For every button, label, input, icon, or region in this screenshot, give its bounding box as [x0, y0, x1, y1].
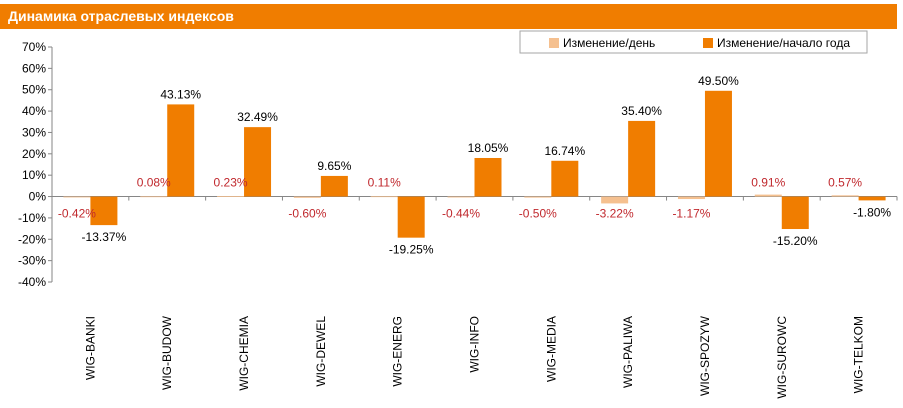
bar-year	[781, 196, 809, 230]
category-label: WIG-DEWEL	[314, 316, 328, 387]
bar-day	[831, 195, 859, 197]
legend-box	[519, 30, 868, 54]
bar-day	[63, 196, 91, 198]
bars	[63, 90, 886, 238]
day-value-label: -1.17%	[672, 207, 710, 221]
year-value-label: 35.40%	[621, 104, 662, 118]
y-tick-label: -10%	[18, 211, 46, 225]
bar-year	[397, 196, 425, 238]
day-value-label: -0.50%	[519, 207, 557, 221]
year-value-label: -1.80%	[853, 205, 891, 219]
category-label: WIG-ENERG	[391, 316, 405, 387]
legend-swatch-year	[703, 38, 713, 48]
bar-day	[677, 196, 705, 200]
year-value-label: 49.50%	[698, 74, 739, 88]
bar-year	[551, 160, 579, 197]
bar-day	[370, 196, 398, 198]
bar-day	[293, 196, 321, 198]
y-tick-label: -40%	[18, 275, 46, 289]
bar-year	[320, 175, 348, 197]
y-tick-label: 10%	[22, 168, 46, 182]
day-value-label: 0.23%	[214, 176, 248, 190]
day-value-label: 0.57%	[828, 176, 862, 190]
year-value-label: -19.25%	[389, 243, 434, 257]
legend-label-year: Изменение/начало года	[717, 36, 850, 50]
day-value-label: 0.11%	[368, 176, 401, 190]
bar-day	[217, 196, 245, 197]
day-value-label: -0.44%	[442, 207, 480, 221]
year-value-label: -13.37%	[82, 230, 127, 244]
data-labels: -13.37% -0.42% 43.13% 0.08% 32.49% 0.23% 9.65%…	[58, 74, 892, 257]
day-value-label: 0.08%	[137, 176, 171, 190]
year-value-label: 9.65%	[317, 159, 351, 173]
day-value-label: -3.22%	[596, 207, 634, 221]
category-labels: WIG-BANKI WIG-BUDOW WIG-CHEMIA WIG-DEWEL WIG…	[83, 315, 865, 398]
y-tick-label: -30%	[18, 254, 46, 268]
category-label: WIG-CHEMIA	[237, 316, 251, 391]
bar-day	[754, 194, 782, 197]
bar-year	[244, 127, 272, 197]
year-value-label: 18.05%	[468, 141, 509, 155]
bar-year	[167, 104, 195, 197]
bar-year	[90, 196, 118, 226]
bar-day	[447, 196, 475, 198]
category-label: WIG-BUDOW	[160, 315, 174, 390]
category-label: WIG-PALIWA	[621, 316, 635, 388]
y-tick-label: 60%	[22, 61, 46, 75]
category-label: WIG-SPOZYW	[698, 315, 712, 396]
bar-day	[140, 196, 168, 198]
category-label: WIG-INFO	[468, 316, 482, 373]
legend: Изменение/день Изменение/начало года	[519, 30, 868, 54]
year-value-label: 43.13%	[160, 87, 201, 101]
day-value-label: 0.91%	[751, 176, 785, 190]
chart-title: Динамика отраслевых индексов	[8, 8, 234, 24]
y-tick-label: 20%	[22, 147, 46, 161]
axes: 70% 60% 50% 40% 30% 20% 10% 0% -10% -20% -30% -40%	[18, 40, 898, 289]
bar-day	[524, 196, 552, 198]
legend-swatch-day	[549, 38, 559, 48]
day-value-label: -0.60%	[288, 207, 326, 221]
chart-title-bar: Динамика отраслевых индексов	[0, 4, 897, 29]
category-label: WIG-TELKOM	[852, 316, 866, 393]
y-tick-label: 40%	[22, 104, 46, 118]
year-value-label: 32.49%	[237, 110, 278, 124]
year-value-label: 16.74%	[544, 144, 585, 158]
day-value-label: -0.42%	[58, 207, 96, 221]
y-tick-label: 30%	[22, 125, 46, 139]
bar-year	[704, 90, 732, 197]
bar-year	[858, 196, 886, 201]
category-label: WIG-BANKI	[83, 316, 97, 380]
bar-year	[474, 157, 502, 197]
category-label: WIG-SUROWC	[775, 316, 789, 399]
bar-year	[628, 120, 656, 197]
y-tick-label: 70%	[22, 40, 46, 54]
legend-label-day: Изменение/день	[563, 36, 655, 50]
y-tick-label: 50%	[22, 83, 46, 97]
y-tick-label: -20%	[18, 232, 46, 246]
year-value-label: -15.20%	[773, 234, 818, 248]
y-tick-label: 0%	[29, 190, 47, 204]
bar-day	[601, 196, 629, 204]
category-label: WIG-MEDIA	[544, 316, 558, 382]
